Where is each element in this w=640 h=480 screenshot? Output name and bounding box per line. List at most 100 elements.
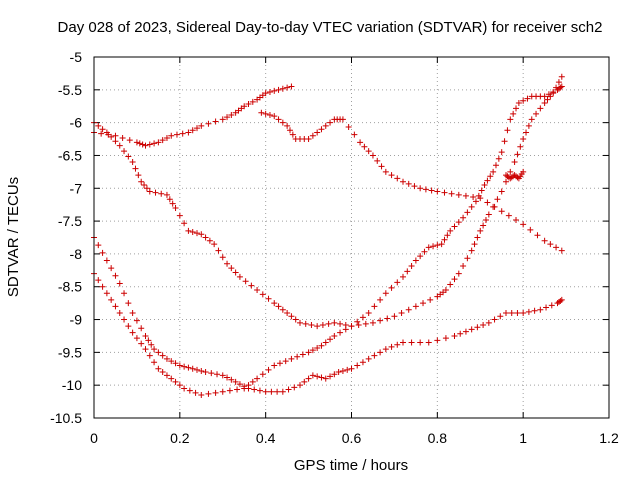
data-point <box>434 337 441 344</box>
data-point <box>534 232 541 239</box>
data-point <box>455 219 462 226</box>
data-point <box>176 382 183 389</box>
data-point <box>279 388 286 395</box>
data-point <box>286 127 293 134</box>
data-point <box>495 155 502 162</box>
data-point <box>520 221 527 228</box>
axis-ticks: 0 0.2 0.4 0.6 0.8 1 1.2 -5 -5.5 -6 -6.5 -7 -7.5 -8 -8.… <box>50 49 619 446</box>
data-point <box>172 360 179 367</box>
data-point <box>314 323 321 330</box>
data-point <box>355 322 362 329</box>
data-point <box>331 319 338 326</box>
data-point <box>145 337 152 344</box>
data-point <box>181 385 188 392</box>
data-point <box>490 168 497 175</box>
data-point <box>394 341 401 348</box>
data-point <box>460 262 467 269</box>
data-point <box>339 116 346 123</box>
data-point <box>308 322 315 329</box>
data-point <box>305 136 312 143</box>
data-point <box>520 168 527 175</box>
data-point <box>116 280 123 287</box>
y-tick-label: -5 <box>70 49 83 65</box>
data-point <box>292 316 299 323</box>
data-point <box>294 353 301 360</box>
data-point <box>119 134 126 141</box>
data-point <box>484 177 491 184</box>
data-point <box>198 231 205 238</box>
data-point <box>537 105 544 112</box>
data-point <box>168 358 175 365</box>
data-point <box>555 79 562 86</box>
data-point <box>348 365 355 372</box>
data-point <box>116 142 123 149</box>
data-point <box>185 364 192 371</box>
data-point <box>498 188 505 195</box>
data-point <box>129 329 136 336</box>
data-point <box>297 382 303 389</box>
data-point <box>405 306 412 313</box>
data-point <box>344 366 351 373</box>
data-point <box>377 296 384 303</box>
data-point <box>477 227 484 234</box>
data-point <box>408 339 415 346</box>
data-point <box>121 316 128 323</box>
data-point <box>279 119 286 126</box>
chart-title: Day 028 of 2023, Sidereal Day-to-day VTE… <box>58 19 603 36</box>
data-point <box>198 122 205 129</box>
data-point <box>365 309 372 316</box>
data-point <box>146 352 153 359</box>
data-point <box>282 358 289 365</box>
data-point <box>485 319 492 326</box>
data-point <box>236 273 243 280</box>
x-tick-label: 1.2 <box>599 430 619 446</box>
data-point <box>262 90 269 97</box>
data-point <box>129 159 136 166</box>
data-point <box>541 99 548 106</box>
data-point <box>425 244 432 251</box>
data-point <box>451 332 458 339</box>
y-tick-label: -9 <box>70 312 83 328</box>
data-point <box>189 365 196 372</box>
data-point <box>262 388 269 395</box>
data-point <box>474 324 481 331</box>
data-point <box>99 249 106 256</box>
data-point <box>369 152 376 159</box>
data-point <box>288 313 295 320</box>
data-point <box>511 159 518 166</box>
data-point <box>544 96 551 103</box>
data-point <box>259 371 266 378</box>
data-point <box>256 387 263 394</box>
data-point <box>451 223 458 230</box>
data-point <box>192 389 199 396</box>
data-point <box>460 214 467 221</box>
data-point <box>138 178 145 185</box>
data-point <box>507 168 514 175</box>
data-point <box>163 191 170 198</box>
data-point <box>179 130 186 137</box>
y-tick-label: -8 <box>70 246 83 262</box>
data-point <box>279 85 286 92</box>
data-point <box>434 188 441 195</box>
data-point <box>325 320 332 327</box>
data-point <box>384 315 391 322</box>
data-point <box>428 187 435 194</box>
data-point <box>371 352 378 359</box>
data-point <box>142 142 149 149</box>
data-point <box>309 347 316 354</box>
data-point <box>228 111 235 118</box>
data-point <box>228 376 235 383</box>
y-tick-label: -10 <box>62 377 82 393</box>
data-point <box>226 387 233 394</box>
data-point <box>400 273 406 280</box>
data-point <box>514 151 521 158</box>
data-point <box>249 378 256 385</box>
data-point <box>158 190 165 197</box>
data-point <box>265 366 272 373</box>
data-point <box>314 344 321 351</box>
data-point <box>151 359 158 366</box>
data-point <box>309 132 316 139</box>
data-point <box>125 323 132 330</box>
data-point <box>351 131 358 138</box>
